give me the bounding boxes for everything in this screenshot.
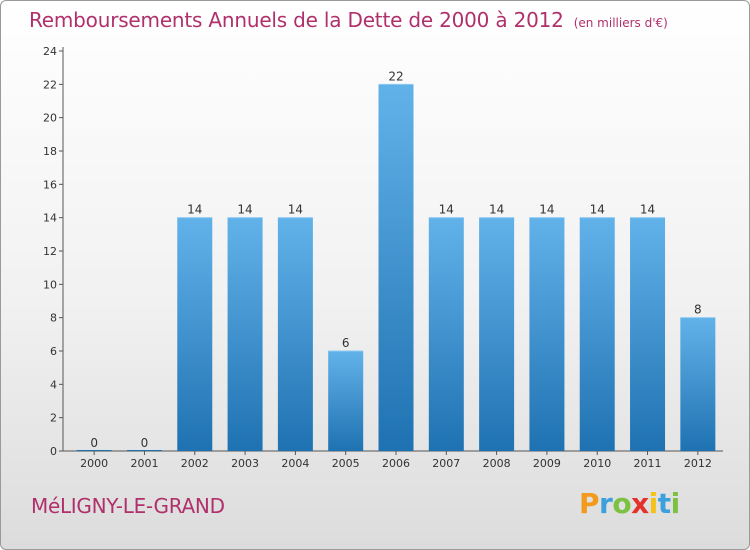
logo-letter: o [612,487,632,520]
x-tick-label: 2005 [332,457,360,470]
bar-value-label: 14 [590,203,605,217]
bar [479,217,515,451]
commune-name: MéLIGNY-LE-GRAND [31,494,225,518]
y-tick-label: 24 [43,45,57,58]
x-tick-label: 2000 [80,457,108,470]
y-tick-label: 22 [43,78,57,91]
logo-letter: i [670,487,681,520]
bar-value-label: 6 [342,336,350,350]
y-tick-label: 8 [50,312,57,325]
bar [630,217,666,451]
chart-title: Remboursements Annuels de la Dette de 20… [29,8,668,32]
x-tick-label: 2012 [684,457,712,470]
bar [529,217,565,451]
x-tick-label: 2008 [483,457,511,470]
chart-title-text: Remboursements Annuels de la Dette de 20… [29,8,564,32]
y-tick-label: 0 [50,445,57,458]
bar-value-label: 14 [439,203,454,217]
proxiti-logo: Proxiti [579,487,680,520]
bar [428,217,464,451]
bar-value-label: 22 [388,69,403,83]
x-tick-label: 2001 [130,457,158,470]
y-tick-label: 10 [43,278,57,291]
bar-value-label: 14 [288,203,303,217]
bar-value-label: 8 [694,303,702,317]
logo-letter: i [648,487,659,520]
bar [227,217,263,451]
bar-value-label: 0 [141,436,149,450]
x-tick-label: 2011 [634,457,662,470]
bar [177,217,213,451]
logo-letter: x [631,487,649,520]
bar [680,317,716,451]
bar-value-label: 14 [187,203,202,217]
x-tick-label: 2006 [382,457,410,470]
bar-value-label: 14 [237,203,252,217]
y-tick-label: 12 [43,245,57,258]
x-tick-label: 2003 [231,457,259,470]
x-tick-label: 2010 [583,457,611,470]
logo-letter: t [657,487,671,520]
y-tick-label: 4 [50,378,57,391]
bar-value-label: 0 [90,436,98,450]
y-tick-label: 6 [50,345,57,358]
y-tick-label: 18 [43,145,57,158]
bar [126,450,162,451]
x-tick-label: 2009 [533,457,561,470]
bar [277,217,313,451]
bar [378,84,414,451]
y-tick-label: 16 [43,178,57,191]
bar [579,217,615,451]
x-tick-label: 2007 [432,457,460,470]
bar-value-label: 14 [640,203,655,217]
bar [328,351,364,451]
x-tick-label: 2004 [281,457,309,470]
logo-letter: P [579,487,600,520]
y-tick-label: 2 [50,412,57,425]
bar-value-label: 14 [539,203,554,217]
bar-value-label: 14 [489,203,504,217]
x-tick-label: 2002 [181,457,209,470]
logo-letter: r [599,487,613,520]
y-tick-label: 20 [43,112,57,125]
bar [76,450,112,451]
chart-unit-note: (en milliers d'€) [573,16,668,30]
y-tick-label: 14 [43,212,57,225]
